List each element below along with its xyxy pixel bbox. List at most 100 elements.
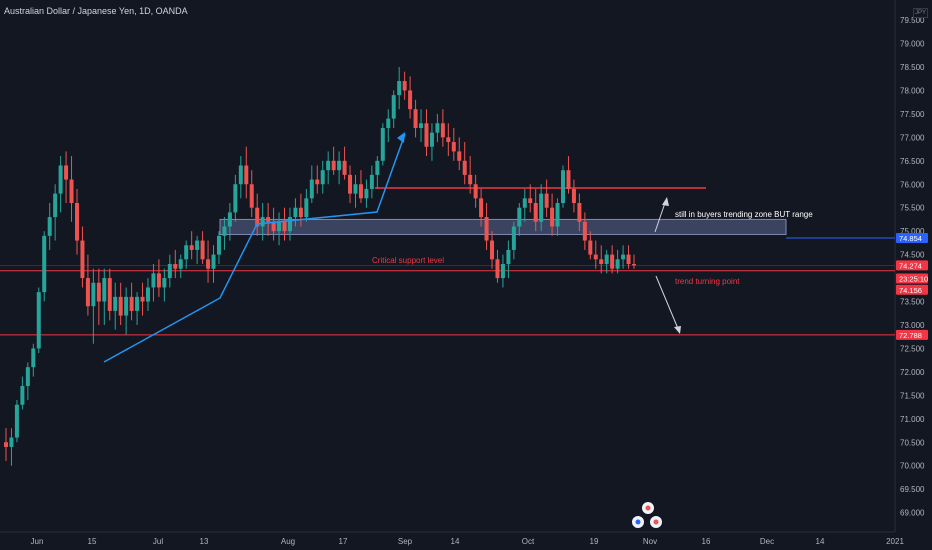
candle-body[interactable] [102,278,107,302]
candle-body[interactable] [604,254,609,264]
candle-body[interactable] [402,81,407,91]
candle-body[interactable] [457,151,462,161]
candle-body[interactable] [255,207,260,227]
candle-body[interactable] [484,217,489,241]
candle-body[interactable] [479,198,484,218]
candle-body[interactable] [14,404,19,438]
candle-body[interactable] [626,254,631,264]
up-arrow-line[interactable] [654,199,667,233]
candle-body[interactable] [408,90,413,110]
candle-body[interactable] [96,282,101,302]
candle-body[interactable] [522,198,527,208]
candle-body[interactable] [80,240,85,279]
candle-body[interactable] [244,165,249,185]
candle-body[interactable] [495,259,500,279]
candle-body[interactable] [233,184,238,213]
candle-body[interactable] [4,442,8,447]
candle-body[interactable] [113,296,118,311]
candle-body[interactable] [358,184,363,199]
candle-body[interactable] [517,207,522,227]
candle-body[interactable] [561,170,566,204]
candle-body[interactable] [227,212,232,227]
candle-body[interactable] [337,160,342,171]
candle-body[interactable] [577,203,582,222]
candle-body[interactable] [615,259,620,269]
candle-body[interactable] [621,254,626,260]
candle-body[interactable] [555,203,560,227]
candle-body[interactable] [53,193,58,218]
candle-body[interactable] [47,217,52,236]
candle-body[interactable] [42,235,47,293]
candle-body[interactable] [135,296,140,311]
candle-body[interactable] [511,226,516,250]
candle-body[interactable] [348,174,353,194]
candle-body[interactable] [550,207,555,227]
candle-body[interactable] [582,221,587,241]
candle-body[interactable] [353,184,358,194]
candle-body[interactable] [500,264,505,279]
candle-body[interactable] [31,348,36,368]
candle-body[interactable] [544,193,549,208]
candle-body[interactable] [124,296,129,316]
candle-body[interactable] [435,123,440,133]
candle-body[interactable] [266,217,271,222]
candle-body[interactable] [58,165,63,194]
down-arrow-line[interactable] [655,275,680,332]
candle-body[interactable] [195,240,200,250]
candle-body[interactable] [238,165,243,185]
candle-body[interactable] [25,367,30,386]
candle-body[interactable] [249,184,254,208]
range-zone[interactable] [219,218,787,235]
candle-body[interactable] [326,160,331,171]
candle-body[interactable] [287,217,292,232]
candle-body[interactable] [451,142,456,152]
candle-body[interactable] [342,160,347,175]
candle-body[interactable] [118,296,123,316]
candle-body[interactable] [380,127,385,161]
candle-body[interactable] [391,95,396,119]
candle-body[interactable] [413,109,418,128]
candle-body[interactable] [386,118,391,128]
candle-body[interactable] [151,273,156,288]
candle-body[interactable] [369,174,374,189]
candle-body[interactable] [140,296,145,302]
candle-body[interactable] [85,278,90,307]
candle-body[interactable] [539,193,544,222]
trendline-drawing[interactable] [103,133,406,363]
candle-body[interactable] [571,188,576,204]
candle-body[interactable] [588,240,593,255]
candle-body[interactable] [632,264,636,266]
candle-body[interactable] [304,198,309,218]
candle-body[interactable] [277,221,282,232]
candle-body[interactable] [331,160,336,171]
candle-body[interactable] [206,259,211,269]
candle-body[interactable] [107,278,112,311]
candle-body[interactable] [533,203,538,222]
candle-body[interactable] [211,254,216,269]
candle-body[interactable] [599,259,604,264]
candle-body[interactable] [222,226,227,236]
candle-body[interactable] [162,278,167,288]
candle-body[interactable] [419,123,424,128]
candle-body[interactable] [364,188,369,199]
candle-body[interactable] [173,264,178,269]
candle-body[interactable] [610,254,615,269]
candle-body[interactable] [74,203,79,241]
candle-body[interactable] [462,160,467,175]
candle-body[interactable] [260,217,265,227]
candle-body[interactable] [397,81,402,96]
candle-body[interactable] [9,437,14,447]
candle-body[interactable] [528,198,533,204]
candle-body[interactable] [69,179,74,204]
candle-body[interactable] [91,282,96,307]
candle-body[interactable] [271,221,276,232]
candle-body[interactable] [424,123,429,147]
candle-body[interactable] [178,259,183,269]
candle-body[interactable] [156,273,161,288]
candle-body[interactable] [20,385,25,405]
candle-body[interactable] [440,123,445,138]
candle-body[interactable] [566,170,571,189]
candle-body[interactable] [429,132,434,147]
candle-body[interactable] [200,240,205,260]
